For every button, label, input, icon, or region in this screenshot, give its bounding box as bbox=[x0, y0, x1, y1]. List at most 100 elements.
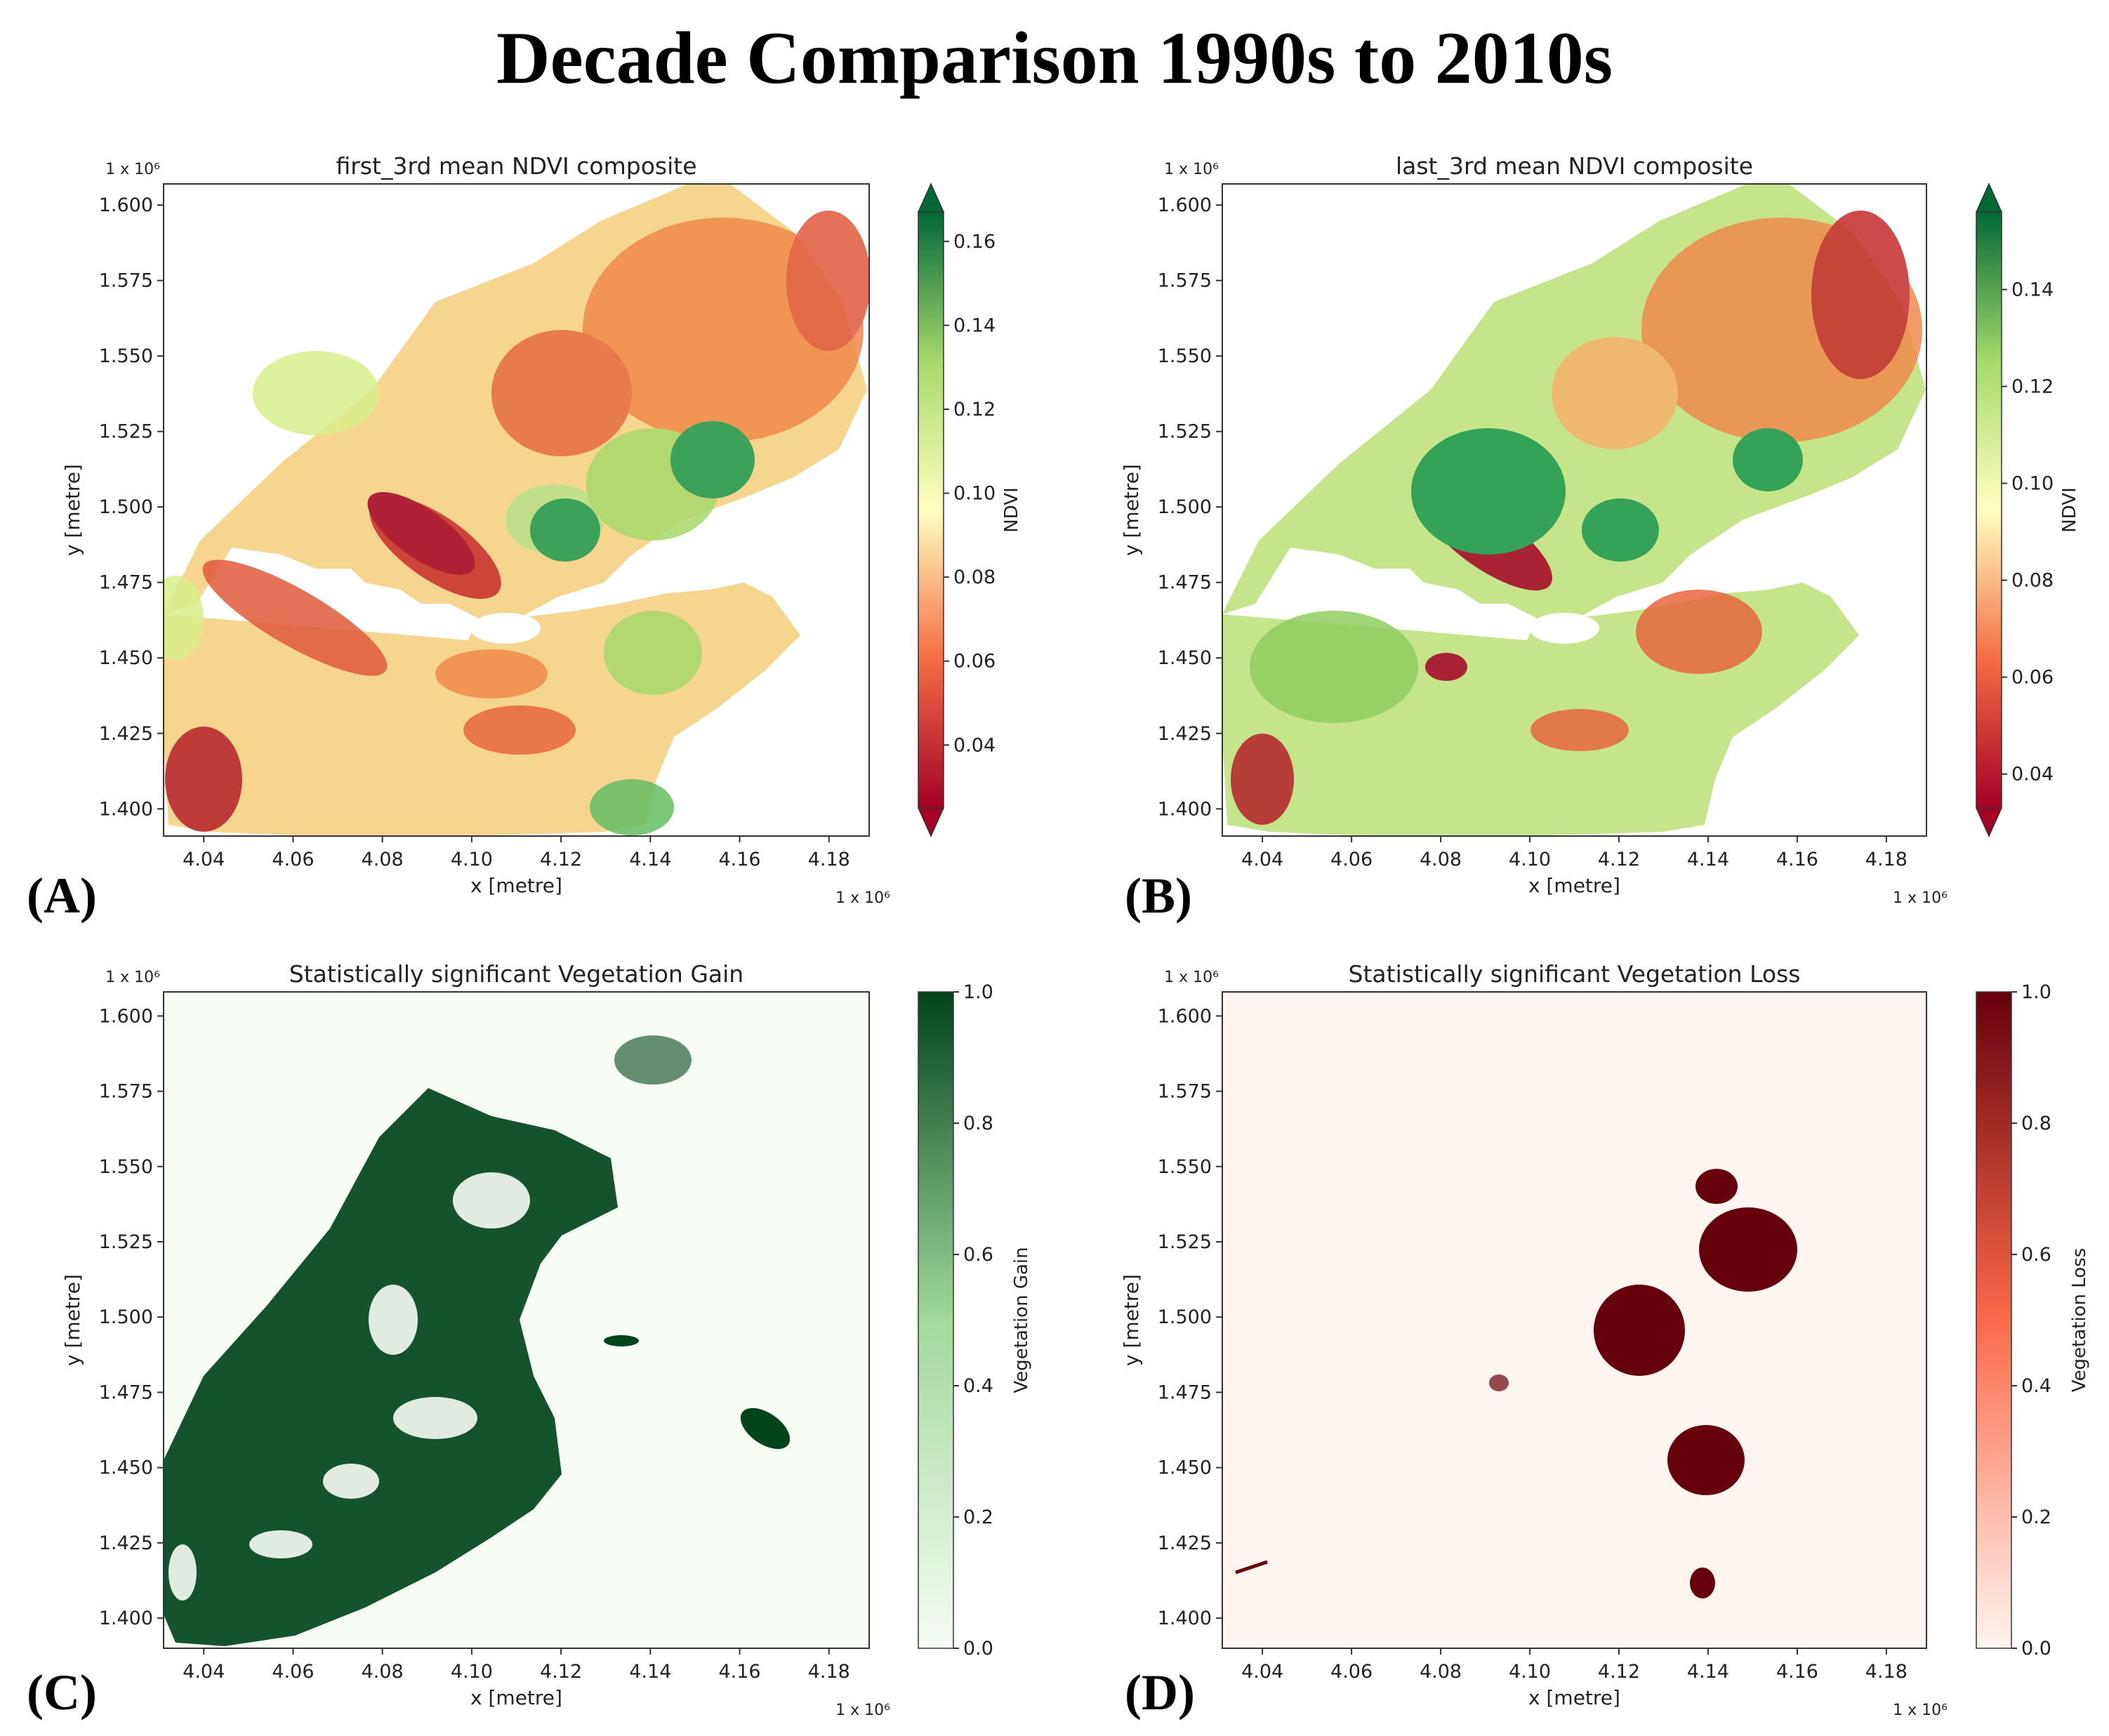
x-tick-label-b: 4.04 bbox=[1241, 849, 1283, 870]
panel-label-a: (A) bbox=[27, 868, 97, 924]
colorbar-tick-label-a: 0.04 bbox=[953, 734, 996, 756]
lake-a bbox=[470, 613, 541, 644]
x-scale-label-c: 1 x 10⁶ bbox=[835, 1702, 890, 1719]
y-tick-label-d: 1.475 bbox=[1158, 1381, 1212, 1403]
colorbar-tick-label-c: 0.0 bbox=[963, 1638, 993, 1659]
lake-b bbox=[1529, 613, 1599, 644]
x-tick-label-d: 4.08 bbox=[1420, 1661, 1462, 1683]
x-tick-label-a: 4.10 bbox=[451, 849, 493, 870]
x-axis-label-c: x [metre] bbox=[470, 1686, 562, 1709]
axes-layer: (A) first_3rd mean NDVI composite 1 x 10⁶ 1… bbox=[27, 152, 2090, 1721]
x-tick-label-b: 4.16 bbox=[1776, 849, 1818, 870]
loss-streak-sw bbox=[1235, 1560, 1268, 1575]
colorbar-tick-label-c: 0.6 bbox=[963, 1244, 993, 1266]
y-tick-label-a: 1.575 bbox=[99, 270, 153, 292]
loss-patch-5 bbox=[1690, 1568, 1715, 1598]
x-tick-label-d: 4.14 bbox=[1687, 1661, 1729, 1683]
gain-patch-mid bbox=[604, 1335, 639, 1346]
y-tick-label-d: 1.450 bbox=[1158, 1457, 1212, 1479]
colorbar-tick-label-a: 0.08 bbox=[953, 566, 996, 588]
y-tick-label-c: 1.550 bbox=[99, 1156, 153, 1178]
x-tick-label-a: 4.14 bbox=[629, 849, 671, 870]
colorbar-d bbox=[1976, 991, 2012, 1649]
colorbar-tick-label-d: 0.6 bbox=[2021, 1244, 2051, 1266]
loss-patch-3 bbox=[1695, 1169, 1738, 1204]
plot-title-b: last_3rd mean NDVI composite bbox=[1396, 152, 1753, 180]
x-tick-label-b: 4.12 bbox=[1598, 849, 1640, 870]
y-tick-label-a: 1.550 bbox=[99, 345, 153, 367]
y-axis-label-b: y [metre] bbox=[1120, 464, 1143, 556]
plot-frame-c bbox=[163, 991, 870, 1649]
plot-frame-d bbox=[1222, 991, 1927, 1649]
colorbar-tick-label-b: 0.04 bbox=[2011, 764, 2054, 786]
y-tick-label-a: 1.600 bbox=[99, 194, 153, 216]
colorbar-label-b: NDVI bbox=[2059, 487, 2080, 532]
x-tick-label-d: 4.18 bbox=[1865, 1661, 1908, 1683]
plot-title-c: Statistically significant Vegetation Gai… bbox=[289, 960, 743, 988]
colorbar-tick-label-d: 1.0 bbox=[2021, 981, 2051, 1003]
colorbar-extend-top-a bbox=[917, 183, 945, 213]
x-tick-label-b: 4.18 bbox=[1865, 849, 1908, 870]
x-tick-label-c: 4.06 bbox=[272, 1661, 314, 1683]
y-tick-label-b: 1.400 bbox=[1158, 798, 1212, 820]
colorbar-tick-label-b: 0.10 bbox=[2011, 473, 2054, 495]
y-scale-label-b: 1 x 10⁶ bbox=[1164, 161, 1219, 178]
x-tick-label-a: 4.12 bbox=[540, 849, 582, 870]
y-tick-label-c: 1.425 bbox=[99, 1532, 153, 1554]
x-tick-label-c: 4.04 bbox=[183, 1661, 225, 1683]
loss-patch-2 bbox=[1699, 1207, 1797, 1292]
y-tick-label-c: 1.400 bbox=[99, 1608, 153, 1629]
x-tick-label-d: 4.06 bbox=[1330, 1661, 1373, 1683]
x-tick-label-a: 4.04 bbox=[183, 849, 225, 870]
x-tick-label-b: 4.08 bbox=[1420, 849, 1462, 870]
x-tick-label-d: 4.12 bbox=[1598, 1661, 1640, 1683]
y-tick-label-c: 1.600 bbox=[99, 1005, 153, 1027]
loss-patch-6 bbox=[1489, 1374, 1509, 1391]
y-tick-label-b: 1.425 bbox=[1158, 723, 1212, 745]
y-tick-label-c: 1.450 bbox=[99, 1457, 153, 1479]
loss-patch-1 bbox=[1594, 1285, 1685, 1376]
figure-title: Decade Comparison 1990s to 2010s bbox=[496, 17, 1613, 99]
plot-title-a: first_3rd mean NDVI composite bbox=[336, 152, 696, 180]
background-d bbox=[1222, 992, 1926, 1648]
y-tick-label-b: 1.475 bbox=[1158, 572, 1212, 594]
colorbar-tick-label-a: 0.12 bbox=[953, 399, 996, 420]
x-tick-label-a: 4.16 bbox=[718, 849, 760, 870]
colorbar-extend-bottom-a bbox=[917, 807, 945, 837]
colorbar-tick-label-c: 0.8 bbox=[963, 1113, 993, 1134]
x-tick-label-d: 4.04 bbox=[1241, 1661, 1283, 1683]
x-tick-label-c: 4.10 bbox=[451, 1661, 493, 1683]
colorbar-tick-label-a: 0.10 bbox=[953, 483, 996, 505]
colorbar-c bbox=[918, 991, 954, 1649]
panel-label-d: (D) bbox=[1125, 1664, 1195, 1721]
y-tick-label-a: 1.525 bbox=[99, 421, 153, 443]
x-tick-label-a: 4.08 bbox=[362, 849, 404, 870]
colorbar-tick-label-b: 0.08 bbox=[2011, 570, 2054, 592]
y-axis-label-c: y [metre] bbox=[61, 1274, 84, 1366]
panel-label-b: (B) bbox=[1125, 868, 1192, 924]
colorbar-tick-label-d: 0.0 bbox=[2021, 1638, 2051, 1659]
x-tick-label-d: 4.16 bbox=[1776, 1661, 1818, 1683]
y-tick-label-a: 1.475 bbox=[99, 572, 153, 594]
colorbar-tick-label-d: 0.8 bbox=[2021, 1113, 2051, 1134]
colorbar-tick-label-b: 0.06 bbox=[2011, 667, 2054, 689]
plot-frame-a bbox=[163, 183, 870, 837]
x-tick-label-d: 4.10 bbox=[1509, 1661, 1551, 1683]
colorbar-tick-label-b: 0.12 bbox=[2011, 376, 2054, 397]
colorbar-tick-label-a: 0.16 bbox=[953, 231, 996, 253]
x-scale-label-d: 1 x 10⁶ bbox=[1893, 1702, 1948, 1719]
gain-patch-north bbox=[614, 1035, 692, 1085]
y-tick-label-d: 1.575 bbox=[1158, 1081, 1212, 1103]
colorbar-label-a: NDVI bbox=[1001, 487, 1022, 532]
panel-a-map bbox=[164, 184, 869, 836]
colorbar-tick-label-b: 0.14 bbox=[2011, 279, 2054, 300]
y-tick-label-b: 1.600 bbox=[1158, 194, 1212, 216]
y-tick-label-a: 1.500 bbox=[99, 496, 153, 518]
x-tick-label-c: 4.12 bbox=[540, 1661, 582, 1683]
y-tick-label-d: 1.400 bbox=[1158, 1608, 1212, 1629]
y-tick-label-b: 1.525 bbox=[1158, 421, 1212, 443]
y-tick-label-c: 1.500 bbox=[99, 1306, 153, 1328]
colorbar-tick-label-c: 1.0 bbox=[963, 981, 993, 1003]
x-tick-label-b: 4.14 bbox=[1687, 849, 1729, 870]
x-axis-label-a: x [metre] bbox=[470, 874, 562, 897]
